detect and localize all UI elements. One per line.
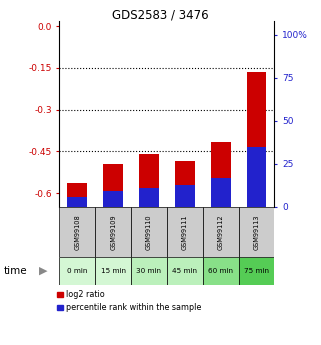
Bar: [203, 207, 239, 257]
Text: time: time: [3, 266, 27, 276]
Bar: [67, 197, 87, 207]
Text: GSM99108: GSM99108: [74, 214, 80, 250]
Text: ▶: ▶: [39, 266, 48, 276]
Text: 15 min: 15 min: [101, 268, 126, 274]
Bar: [175, 161, 195, 199]
Bar: [139, 188, 159, 207]
Bar: [103, 191, 123, 207]
Bar: [247, 72, 266, 199]
Bar: [167, 257, 203, 285]
Bar: [131, 257, 167, 285]
Bar: [211, 142, 230, 199]
Bar: [167, 207, 203, 257]
Bar: [103, 164, 123, 199]
Text: GSM99112: GSM99112: [218, 214, 224, 250]
Bar: [95, 257, 131, 285]
Text: 75 min: 75 min: [244, 268, 269, 274]
Text: GDS2583 / 3476: GDS2583 / 3476: [112, 9, 209, 22]
Bar: [139, 154, 159, 199]
Bar: [211, 178, 230, 207]
Bar: [67, 183, 87, 199]
Legend: log2 ratio, percentile rank within the sample: log2 ratio, percentile rank within the s…: [57, 290, 201, 313]
Bar: [95, 207, 131, 257]
Text: GSM99110: GSM99110: [146, 214, 152, 250]
Text: 30 min: 30 min: [136, 268, 161, 274]
Text: 45 min: 45 min: [172, 268, 197, 274]
Text: 0 min: 0 min: [67, 268, 88, 274]
Bar: [247, 147, 266, 207]
Bar: [239, 257, 274, 285]
Text: 60 min: 60 min: [208, 268, 233, 274]
Text: GSM99111: GSM99111: [182, 214, 188, 250]
Bar: [59, 207, 95, 257]
Bar: [131, 207, 167, 257]
Text: GSM99113: GSM99113: [254, 214, 260, 250]
Text: GSM99109: GSM99109: [110, 214, 116, 250]
Bar: [59, 257, 95, 285]
Bar: [239, 207, 274, 257]
Bar: [175, 185, 195, 207]
Bar: [203, 257, 239, 285]
